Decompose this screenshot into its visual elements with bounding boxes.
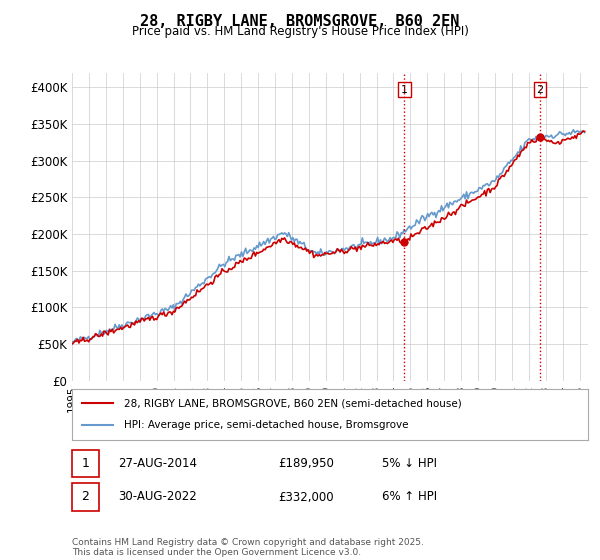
Text: 6% ↑ HPI: 6% ↑ HPI [382,491,437,503]
Text: 2: 2 [82,491,89,503]
Text: 1: 1 [401,85,408,95]
Text: Price paid vs. HM Land Registry's House Price Index (HPI): Price paid vs. HM Land Registry's House … [131,25,469,38]
FancyBboxPatch shape [72,483,99,511]
FancyBboxPatch shape [72,450,99,477]
Text: 2: 2 [536,85,544,95]
Text: £332,000: £332,000 [278,491,334,503]
Text: 30-AUG-2022: 30-AUG-2022 [118,491,197,503]
Text: 28, RIGBY LANE, BROMSGROVE, B60 2EN (semi-detached house): 28, RIGBY LANE, BROMSGROVE, B60 2EN (sem… [124,398,461,408]
Text: HPI: Average price, semi-detached house, Bromsgrove: HPI: Average price, semi-detached house,… [124,421,408,431]
Text: 28, RIGBY LANE, BROMSGROVE, B60 2EN: 28, RIGBY LANE, BROMSGROVE, B60 2EN [140,14,460,29]
Text: Contains HM Land Registry data © Crown copyright and database right 2025.
This d: Contains HM Land Registry data © Crown c… [72,538,424,557]
Text: 27-AUG-2014: 27-AUG-2014 [118,457,197,470]
Text: 5% ↓ HPI: 5% ↓ HPI [382,457,437,470]
Text: 1: 1 [82,457,89,470]
Text: £189,950: £189,950 [278,457,334,470]
